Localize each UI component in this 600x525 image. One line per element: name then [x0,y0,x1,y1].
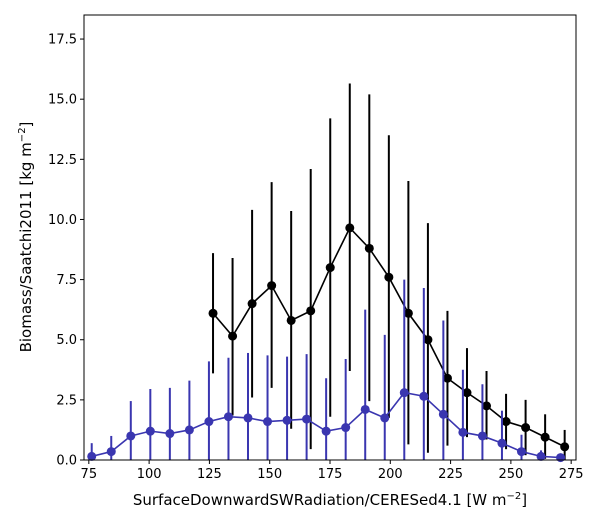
series-1-point [482,401,492,411]
series-2-point [165,429,175,439]
series-1-point [345,223,355,233]
series-1-point [247,299,257,309]
series-1-point [540,432,550,442]
series-2-point [419,391,429,401]
series-2-point [497,438,507,448]
y-tick-label: 17.5 [48,33,77,48]
series-2-point [399,388,409,398]
series-1-point [403,308,413,318]
series-2-point [243,413,253,423]
series-2-point [477,431,487,441]
x-tick-label: 225 [438,467,463,482]
series-1-point [267,281,277,291]
series-2-point [380,413,390,423]
series-2-point [282,415,292,425]
series-2-point [184,425,194,435]
x-tick-label: 75 [81,467,98,482]
series-1-point [462,388,472,398]
series-1 [208,83,570,460]
x-axis: 75 100 125 150 175 200 225 250 275 [81,460,584,482]
y-tick-label: 10.0 [48,213,77,228]
x-tick-label: 200 [378,467,403,482]
x-axis-title: SurfaceDownwardSWRadiation/CERESed4.1 [W… [133,491,527,509]
y-tick-label: 7.5 [56,273,77,288]
series-2-point [438,409,448,419]
series-1-point [560,442,570,452]
series-2-point [458,427,468,437]
series-1-point [521,423,531,433]
series-2 [87,279,566,463]
series-2-point [536,451,546,461]
x-tick-label: 275 [559,467,584,482]
y-axis-title: Biomass/Saatchi2011 [kg m−2] [17,122,35,353]
series-1-point [306,306,316,316]
x-tick-label: 125 [197,467,222,482]
series-1-point [423,335,433,345]
x-tick-label: 175 [318,467,343,482]
y-tick-label: 15.0 [48,93,77,108]
series-1-point [208,308,218,318]
series-1-point [501,417,511,427]
series-2-point [223,412,233,422]
series-1-point [384,272,394,282]
series-2-point [145,426,155,436]
series-1-point [442,373,452,383]
series-1-point [325,263,335,273]
y-tick-label: 0.0 [56,454,77,469]
series-2-point [556,453,566,463]
y-tick-label: 5.0 [56,333,77,348]
series-2-point [263,417,273,427]
series-2-point [341,423,351,433]
y-axis: 0.0 2.5 5.0 7.5 10.0 12.5 15.0 17.5 [48,33,84,469]
y-tick-label: 12.5 [48,153,77,168]
series-1-point [364,243,374,253]
series-2-point [302,414,312,424]
y-tick-label: 2.5 [56,393,77,408]
x-tick-label: 100 [137,467,162,482]
series-2-point [516,447,526,457]
series-2-point [126,431,136,441]
series-2-point [106,447,116,457]
series-2-point [204,417,214,427]
series-2-point [87,451,97,461]
x-tick-label: 250 [498,467,523,482]
series-2-point [360,404,370,414]
plot-marks [87,83,570,463]
series-1-point [228,331,238,341]
series-2-point [321,426,331,436]
series-1-point [286,315,296,325]
x-tick-label: 150 [257,467,282,482]
